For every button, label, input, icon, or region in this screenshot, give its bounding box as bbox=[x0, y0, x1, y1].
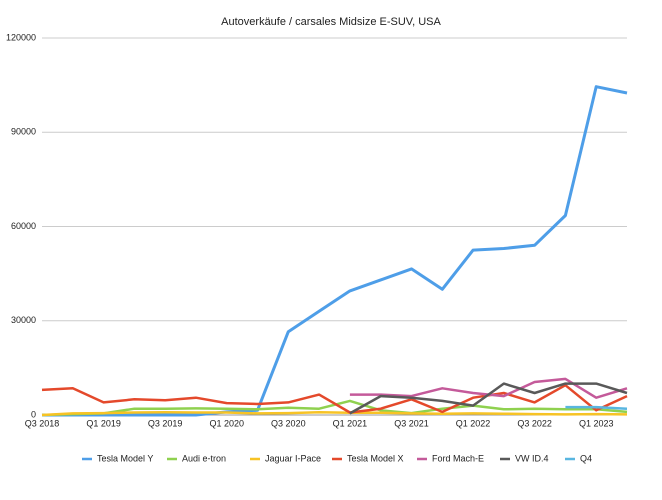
x-tick-label: Q1 2021 bbox=[333, 418, 368, 428]
legend-label: Tesla Model X bbox=[347, 453, 404, 463]
legend-label: Q4 bbox=[580, 453, 592, 463]
x-tick-label: Q3 2018 bbox=[25, 418, 60, 428]
series-line bbox=[41, 383, 628, 414]
legend-label: Jaguar I-Pace bbox=[265, 453, 321, 463]
x-tick-label: Q1 2023 bbox=[579, 418, 614, 428]
series-line bbox=[349, 382, 628, 415]
x-tick-label: Q1 2020 bbox=[209, 418, 244, 428]
x-tick-label: Q1 2019 bbox=[86, 418, 121, 428]
chart-title: Autoverkäufe / carsales Midsize E-SUV, U… bbox=[221, 16, 441, 28]
legend-label: Tesla Model Y bbox=[97, 453, 153, 463]
x-tick-label: Q3 2021 bbox=[394, 418, 429, 428]
series-line bbox=[41, 410, 628, 417]
y-tick-label: 30000 bbox=[11, 315, 36, 325]
y-tick-label: 90000 bbox=[11, 127, 36, 137]
series-line bbox=[565, 405, 628, 410]
y-tick-label: 0 bbox=[31, 409, 36, 419]
x-tick-label: Q3 2020 bbox=[271, 418, 306, 428]
x-tick-label: Q1 2022 bbox=[456, 418, 491, 428]
y-tick-label: 60000 bbox=[11, 221, 36, 231]
legend-label: VW ID.4 bbox=[515, 453, 549, 463]
legend-label: Ford Mach-E bbox=[432, 453, 484, 463]
x-tick-label: Q3 2019 bbox=[148, 418, 183, 428]
y-tick-label: 120000 bbox=[6, 32, 36, 42]
legend-label: Audi e-tron bbox=[182, 453, 226, 463]
x-tick-label: Q3 2022 bbox=[517, 418, 552, 428]
series-line bbox=[42, 85, 628, 417]
